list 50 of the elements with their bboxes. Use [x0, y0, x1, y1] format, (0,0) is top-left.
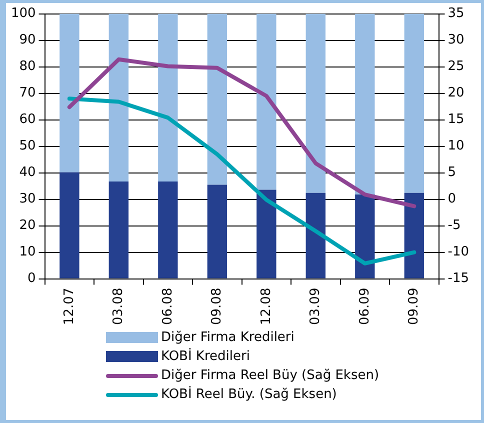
y-tick-label: 10: [19, 244, 36, 260]
bar: [355, 194, 375, 278]
legend-label: Diğer Firma Reel Büy (Sağ Eksen): [161, 368, 380, 383]
bar: [158, 14, 178, 182]
bar: [60, 172, 80, 278]
y-tick-label: 30: [19, 192, 36, 207]
x-tick-label: 12.07: [62, 288, 77, 325]
y2-tick-label: 5: [448, 165, 456, 180]
y2-tick-label: 20: [448, 86, 464, 101]
bar: [158, 182, 178, 278]
y2-tick-label: -15: [448, 271, 469, 286]
y2-tick-label: 10: [448, 138, 464, 154]
bar: [207, 14, 228, 185]
legend-label: KOBİ Kredileri: [161, 349, 250, 364]
bar: [108, 182, 129, 278]
y-tick-label: 70: [19, 86, 36, 101]
bar: [60, 14, 80, 172]
bar: [306, 192, 326, 278]
y2-tick-label: 25: [448, 59, 464, 74]
y-tick-label: 40: [19, 165, 36, 180]
y2-tick-label: 15: [448, 112, 464, 128]
x-tick-label: 06.08: [160, 288, 176, 325]
x-tick-label: 03.09: [308, 288, 324, 325]
x-tick-label: 03.08: [111, 288, 126, 325]
x-tick-label: 06.09: [357, 288, 372, 325]
bar: [404, 192, 424, 278]
bar: [306, 14, 326, 193]
bar: [256, 14, 276, 190]
bar: [108, 14, 129, 182]
y2-tick-label: -5: [448, 218, 461, 234]
bar: [256, 190, 276, 278]
legend-label: KOBİ Reel Büy. (Sağ Eksen): [161, 387, 337, 402]
y-tick-label: 100: [10, 6, 36, 22]
bar: [355, 14, 375, 195]
x-tick-label: 09.09: [406, 288, 422, 325]
x-tick-label: 09.08: [210, 288, 225, 325]
y2-tick-label: -10: [448, 244, 469, 260]
legend-label: Diğer Firma Kredileri: [161, 330, 294, 345]
y2-tick-label: 0: [448, 192, 456, 207]
y-tick-label: 50: [19, 138, 36, 154]
y-tick-label: 60: [19, 112, 36, 128]
x-tick-label: 12.08: [258, 288, 274, 325]
y-tick-label: 0: [28, 271, 36, 286]
y2-tick-label: 30: [448, 32, 464, 48]
y2-tick-label: 35: [448, 6, 464, 22]
y-tick-label: 80: [19, 59, 36, 74]
bar: [207, 184, 228, 278]
y-tick-label: 20: [19, 218, 36, 234]
y-tick-label: 90: [19, 32, 36, 48]
bar: [404, 14, 424, 193]
